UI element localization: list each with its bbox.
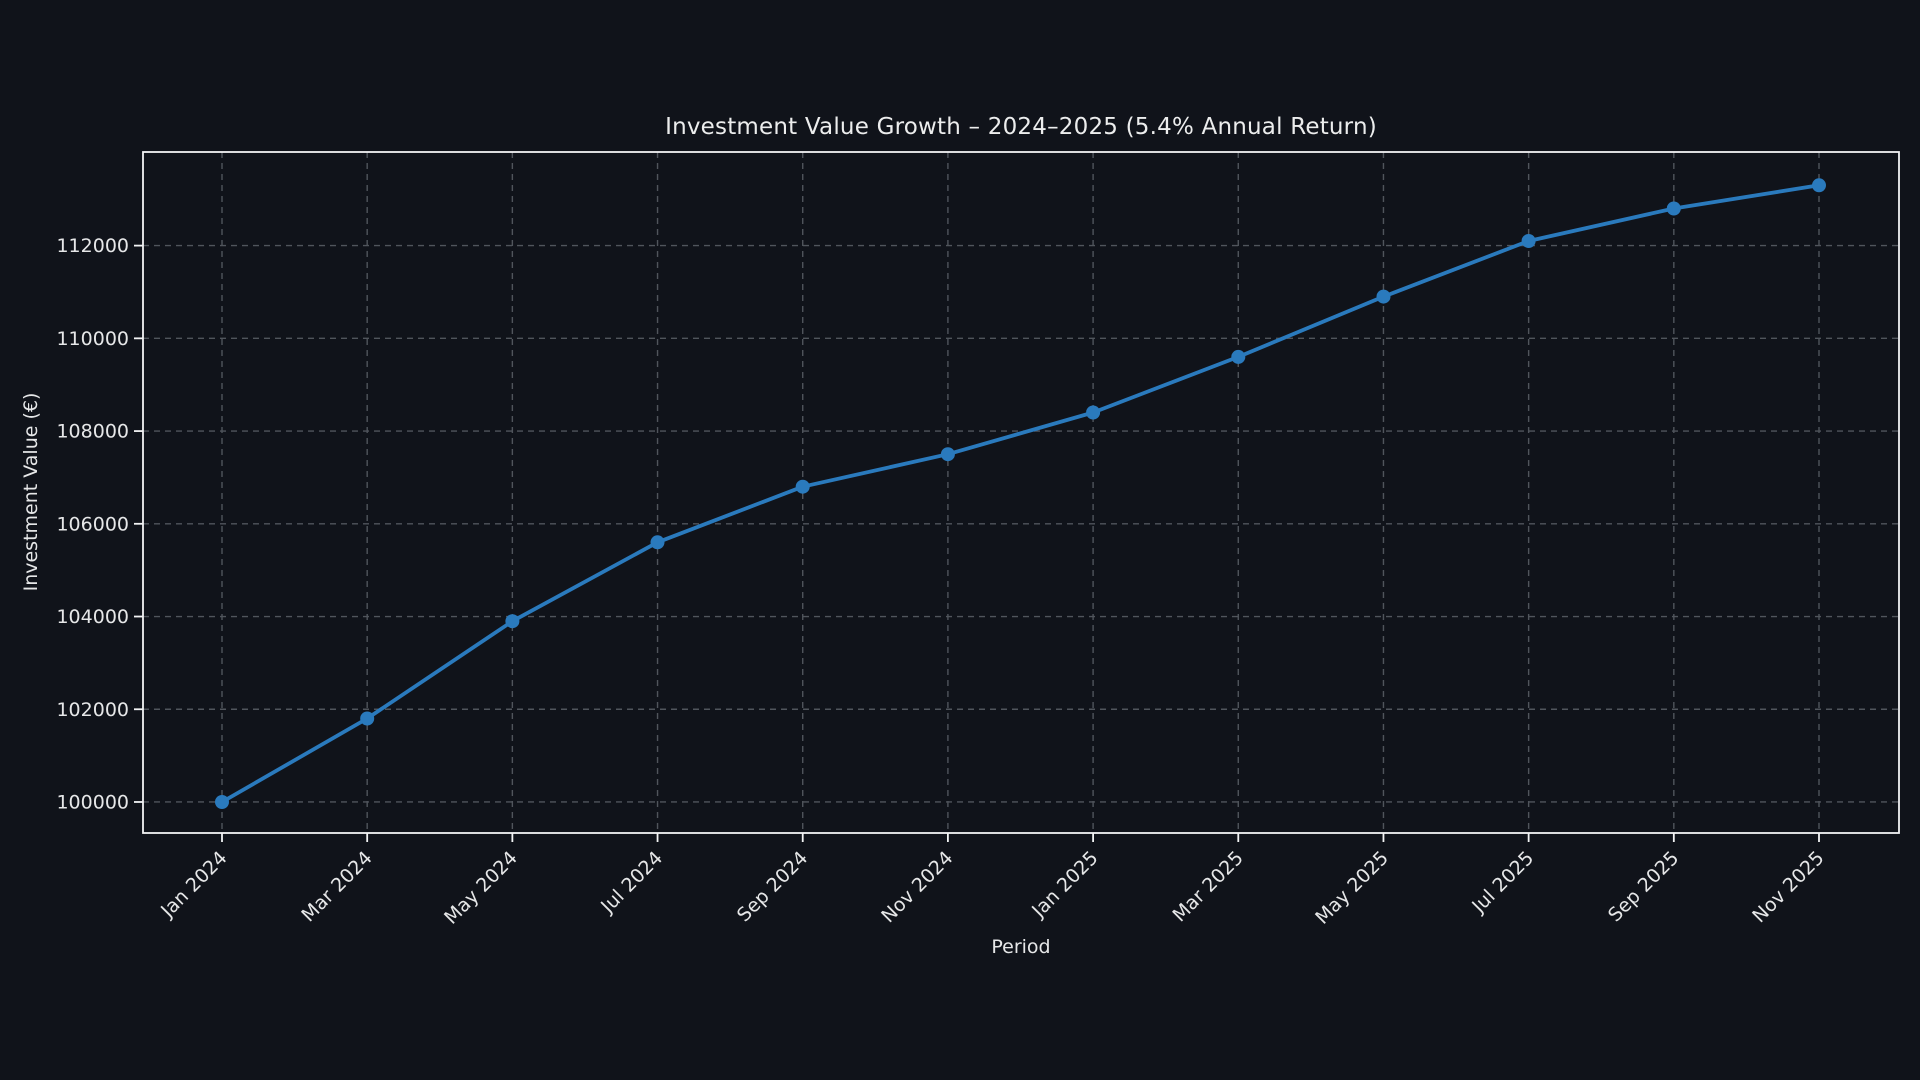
x-tick-label: Jul 2024 [596,847,667,918]
y-tick-label: 104000 [56,606,129,628]
x-tick-label: Sep 2025 [1604,847,1683,926]
x-tick-label: Jan 2025 [1027,847,1102,922]
data-point [795,479,810,494]
x-tick-label: May 2025 [1311,847,1393,929]
y-tick-label: 110000 [56,328,129,350]
x-tick-label: Jul 2025 [1467,847,1538,918]
data-point [360,711,375,726]
data-point [1086,405,1101,420]
data-point [1666,201,1681,216]
data-point [1376,289,1391,304]
data-point [215,795,229,809]
y-tick-label: 108000 [56,421,129,443]
x-tick-label: May 2024 [440,847,522,929]
y-axis-label: Investment Value (€) [20,392,42,592]
data-point [1231,349,1246,364]
x-tick-label: Mar 2024 [297,847,376,926]
y-tick-label: 102000 [56,699,129,721]
y-tick-label: 106000 [56,513,129,535]
x-axis-label: Period [991,936,1051,958]
x-tick-label: Mar 2025 [1168,847,1247,926]
data-point [1812,178,1826,193]
y-tick-label: 112000 [56,235,129,257]
plot-border [142,151,1900,834]
x-tick-label: Sep 2024 [733,847,812,926]
x-tick-label: Jan 2024 [156,847,231,922]
data-point [940,447,955,462]
data-point [1521,234,1536,248]
x-tick-label: Nov 2024 [877,847,957,927]
data-point [505,614,520,629]
data-line [220,183,1821,804]
x-tick-label: Nov 2025 [1748,847,1828,927]
y-tick-label: 100000 [56,791,129,813]
chart-title: Investment Value Growth – 2024–2025 (5.4… [665,114,1377,140]
data-point [650,535,665,550]
